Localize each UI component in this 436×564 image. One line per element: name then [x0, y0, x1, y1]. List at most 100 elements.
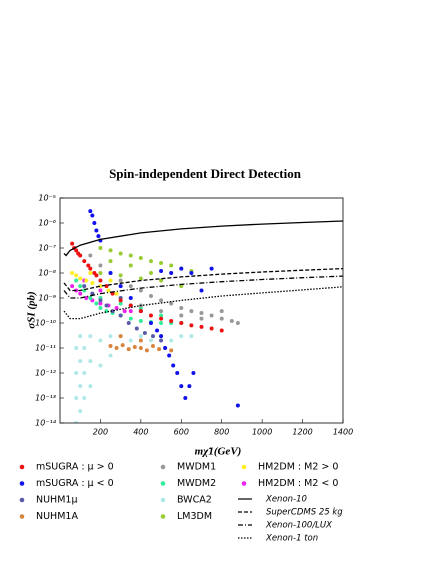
data-point	[209, 266, 214, 271]
data-point	[199, 311, 204, 316]
data-point	[169, 338, 174, 343]
legend-label: MWDM2	[177, 478, 216, 489]
legend-label: BWCA2	[177, 495, 212, 506]
data-point	[235, 321, 240, 325]
plot-frame	[59, 197, 344, 424]
data-point	[78, 276, 83, 281]
legend-label: mSUGRA : μ > 0	[36, 462, 114, 473]
data-point	[138, 319, 143, 324]
data-point	[90, 213, 95, 218]
data-point	[179, 321, 184, 325]
data-point	[98, 363, 103, 368]
data-point	[138, 309, 143, 314]
data-point	[108, 271, 113, 275]
data-point	[98, 271, 103, 275]
data-point	[169, 319, 174, 324]
data-point	[88, 266, 93, 271]
data-point	[94, 273, 99, 278]
data-point	[82, 284, 87, 289]
data-point	[179, 313, 184, 318]
legend-label: LM3DM	[177, 511, 212, 522]
x-tick-label: 400	[133, 428, 148, 437]
data-point	[132, 344, 137, 349]
data-point	[179, 266, 184, 271]
data-point	[128, 316, 133, 321]
data-point	[219, 316, 224, 321]
data-point	[189, 323, 194, 328]
data-point	[114, 291, 119, 296]
legend-marker	[241, 464, 247, 470]
data-point	[78, 284, 83, 289]
data-point	[90, 280, 95, 285]
data-point	[150, 334, 155, 339]
data-point	[199, 288, 204, 293]
data-point	[98, 246, 103, 250]
plot-area	[63, 209, 343, 423]
data-point	[199, 316, 204, 321]
y-tick-label: 10⁻¹⁴	[35, 419, 57, 428]
data-point	[159, 278, 164, 283]
data-point	[189, 334, 194, 339]
data-point	[191, 371, 196, 375]
data-point	[74, 346, 79, 350]
data-point	[70, 271, 75, 275]
x-tick-label: 600	[174, 428, 189, 437]
data-point	[179, 305, 184, 310]
data-point	[122, 309, 127, 314]
data-point	[118, 298, 123, 303]
data-point	[78, 253, 83, 258]
data-point	[98, 263, 103, 268]
x-axis-label: mχ̃1(GeV)	[195, 446, 242, 458]
y-tick-label: 10⁻¹²	[35, 369, 57, 378]
data-point	[159, 316, 164, 321]
data-point	[128, 309, 133, 314]
data-point	[82, 371, 87, 375]
data-point	[94, 301, 99, 306]
y-tick-label: 10⁻⁸	[38, 269, 56, 278]
data-point	[78, 291, 83, 296]
data-point	[118, 284, 123, 289]
data-point	[128, 284, 133, 289]
legend-marker	[241, 481, 247, 486]
legend-marker	[19, 464, 25, 470]
limit-curve	[63, 267, 343, 292]
data-point	[142, 330, 147, 335]
data-point	[118, 301, 123, 306]
data-point	[148, 338, 153, 343]
data-point	[118, 313, 123, 318]
data-point	[98, 278, 103, 283]
legend-label: Xenon-100/LUX	[265, 521, 332, 531]
data-point	[88, 384, 93, 389]
data-point	[148, 259, 153, 264]
limit-curve	[63, 220, 343, 257]
data-point	[114, 305, 119, 310]
data-point	[74, 371, 79, 375]
data-point	[108, 278, 113, 283]
y-tick-label: 10⁻¹⁰	[35, 319, 57, 328]
data-point	[78, 384, 83, 389]
legend-marker	[160, 514, 166, 519]
data-point	[159, 269, 164, 274]
y-tick-label: 10⁻⁶	[38, 219, 56, 228]
data-point	[138, 338, 143, 343]
data-point	[92, 221, 97, 225]
data-point	[82, 259, 87, 264]
data-point	[219, 328, 224, 333]
data-point	[70, 241, 75, 246]
data-point	[78, 334, 83, 339]
legend-label: NUHM1A	[36, 511, 78, 522]
data-point	[148, 271, 153, 275]
data-point	[118, 334, 123, 339]
data-point	[157, 347, 162, 352]
legend-label: HM2DM : M2 > 0	[258, 462, 338, 473]
data-point	[74, 278, 79, 283]
x-tick-label: 800	[214, 428, 229, 437]
data-point	[128, 303, 133, 308]
data-point	[98, 284, 103, 289]
data-point	[128, 296, 133, 300]
data-point	[108, 334, 113, 339]
data-point	[128, 253, 133, 258]
data-point	[163, 346, 168, 350]
data-point	[167, 353, 172, 358]
